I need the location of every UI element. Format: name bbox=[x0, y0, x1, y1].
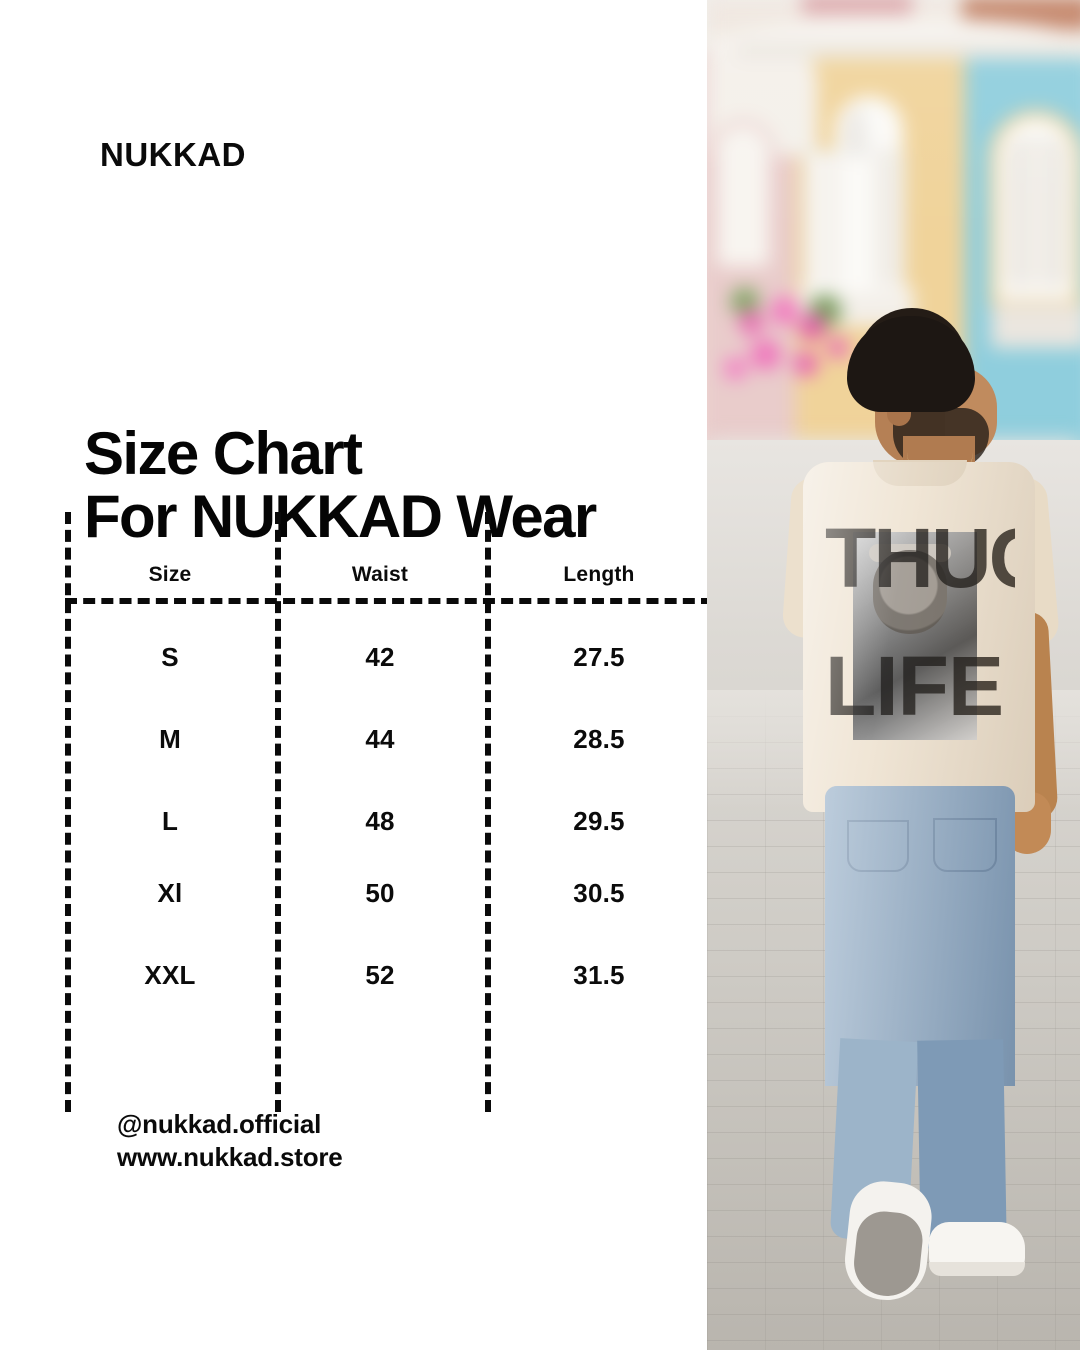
cell-waist: 52 bbox=[365, 959, 395, 990]
table-row: XXL 52 31.5 bbox=[65, 958, 713, 992]
jeans-pocket-left bbox=[847, 820, 909, 872]
shutter-right-a bbox=[1005, 138, 1035, 288]
cornice-lower bbox=[737, 42, 1080, 58]
column-header-size: Size bbox=[148, 563, 192, 586]
footer-contact: @nukkad.official www.nukkad.store bbox=[117, 1108, 343, 1174]
cell-size: Xl bbox=[157, 877, 183, 908]
table-row: S 42 27.5 bbox=[65, 640, 713, 674]
table-divider-size-waist bbox=[275, 512, 281, 1112]
sneaker-right-sole bbox=[929, 1262, 1025, 1276]
table-border-left bbox=[65, 512, 71, 1112]
table-row: L 48 29.5 bbox=[65, 804, 713, 838]
page-title-line-1: Size Chart bbox=[84, 419, 363, 487]
table-row: Xl 50 30.5 bbox=[65, 876, 713, 910]
cell-size: S bbox=[161, 641, 179, 672]
balcony-rail-right bbox=[991, 300, 1080, 348]
roof-secondary bbox=[802, 0, 912, 14]
jeans-pocket-right bbox=[933, 818, 997, 872]
hair bbox=[847, 316, 975, 412]
cell-length: 29.5 bbox=[573, 805, 625, 836]
cell-size: L bbox=[161, 805, 179, 836]
column-header-length: Length bbox=[563, 563, 635, 586]
cell-waist: 44 bbox=[365, 723, 395, 754]
column-header-waist: Waist bbox=[351, 563, 409, 586]
table-header-row: Size Waist Length bbox=[65, 558, 713, 592]
shutter-right-b bbox=[1039, 138, 1069, 288]
jeans-shading bbox=[825, 786, 1015, 1086]
window-fanlight bbox=[843, 104, 895, 156]
product-photo: THUG LIFE bbox=[707, 0, 1080, 1350]
cell-waist: 48 bbox=[365, 805, 395, 836]
table-header-rule bbox=[65, 598, 713, 604]
table-row: M 44 28.5 bbox=[65, 722, 713, 756]
window-left bbox=[717, 126, 769, 266]
tshirt-shading bbox=[803, 462, 1035, 812]
cell-waist: 42 bbox=[365, 641, 395, 672]
cell-length: 28.5 bbox=[573, 723, 625, 754]
shutter-right bbox=[875, 150, 905, 300]
photo-highlight-overlay bbox=[707, 0, 1080, 1350]
size-table-body: S 42 27.5 M 44 28.5 L 48 29.5 Xl 50 30.5… bbox=[65, 0, 713, 1350]
cell-size: M bbox=[159, 723, 181, 754]
jeans bbox=[825, 786, 1015, 1086]
brand-logo: NUKKAD bbox=[100, 136, 246, 173]
cell-waist: 50 bbox=[365, 877, 395, 908]
instagram-handle: @nukkad.official bbox=[117, 1109, 322, 1139]
bougainvillea-flowers bbox=[713, 288, 873, 403]
cell-length: 31.5 bbox=[573, 959, 625, 990]
cell-size: XXL bbox=[144, 959, 196, 990]
background-architecture bbox=[707, 0, 1080, 472]
website-url: www.nukkad.store bbox=[117, 1141, 343, 1172]
cell-length: 30.5 bbox=[573, 877, 625, 908]
cell-length: 27.5 bbox=[573, 641, 625, 672]
page-title-line-2: For NUKKAD Wear bbox=[84, 483, 597, 551]
table-divider-waist-length bbox=[485, 512, 491, 1112]
page-title: Size Chart For NUKKAD Wear bbox=[84, 358, 597, 612]
